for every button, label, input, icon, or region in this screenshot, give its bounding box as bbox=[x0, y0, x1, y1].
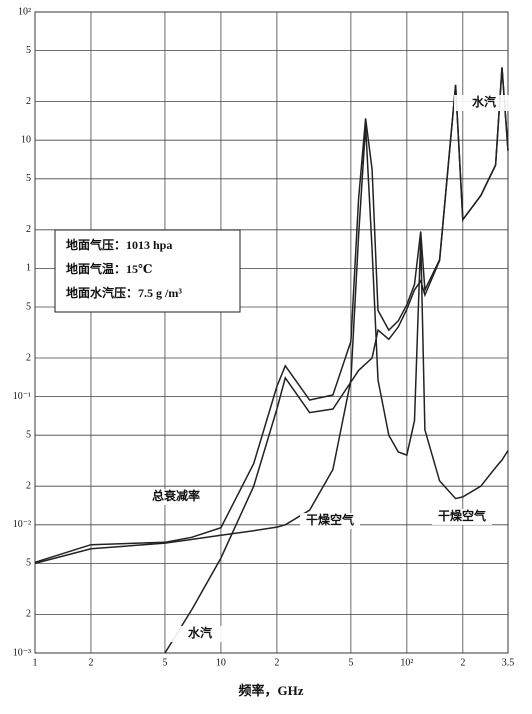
x-tick-label: 3.5 bbox=[502, 657, 515, 668]
data-line bbox=[164, 67, 509, 654]
y-tick-label: 5 bbox=[26, 173, 31, 184]
y-tick-label: 1 bbox=[26, 263, 31, 274]
plot-frame bbox=[34, 11, 509, 654]
y-tick-label: 5 bbox=[26, 45, 31, 56]
annotation-bg bbox=[432, 509, 492, 525]
y-tick-label: 5 bbox=[26, 301, 31, 312]
x-tick-label: 2 bbox=[460, 657, 465, 668]
data-line bbox=[34, 67, 509, 564]
y-tick-label: 2 bbox=[26, 352, 31, 363]
y-tick-label: 10⁻² bbox=[13, 519, 31, 530]
y-tick-label: 2 bbox=[26, 224, 31, 235]
annotation: 干燥空气 bbox=[306, 512, 354, 527]
note: 地面气温：15℃ bbox=[66, 261, 152, 276]
annotation: 水汽 bbox=[188, 625, 212, 640]
y-tick-label: 2 bbox=[26, 96, 31, 107]
note: 地面水汽压：7.5 g /m³ bbox=[66, 285, 182, 300]
y-tick-label: 5 bbox=[26, 558, 31, 569]
x-tick-label: 5 bbox=[348, 657, 353, 668]
annotation: 干燥空气 bbox=[438, 508, 486, 523]
data-line bbox=[34, 125, 509, 565]
y-tick-label: 5 bbox=[26, 429, 31, 440]
annotation-bg bbox=[454, 95, 514, 111]
x-tick-label: 1 bbox=[33, 657, 38, 668]
y-tick-label: 10⁻¹ bbox=[13, 391, 31, 402]
y-tick-label: 10 bbox=[21, 134, 31, 145]
annotation-bg bbox=[170, 626, 230, 642]
y-tick-label: 10² bbox=[18, 6, 31, 17]
annotation: 总衰减率 bbox=[152, 488, 200, 503]
annotation-bg bbox=[300, 513, 360, 529]
y-tick-label: 2 bbox=[26, 609, 31, 620]
y-tick-label: 10⁻³ bbox=[13, 647, 31, 658]
x-tick-label: 2 bbox=[274, 657, 279, 668]
note-box bbox=[54, 229, 241, 313]
y-tick-label: 2 bbox=[26, 481, 31, 492]
x-tick-label: 10² bbox=[400, 657, 413, 668]
annotation: 水汽 bbox=[472, 94, 496, 109]
note: 地面气压：1013 hpa bbox=[66, 237, 172, 252]
x-tick-label: 10 bbox=[216, 657, 226, 668]
annotation-bg bbox=[146, 489, 206, 505]
x-tick-label: 2 bbox=[88, 657, 93, 668]
x-tick-label: 5 bbox=[162, 657, 167, 668]
x-axis-label: 频率，GHz bbox=[239, 683, 304, 698]
